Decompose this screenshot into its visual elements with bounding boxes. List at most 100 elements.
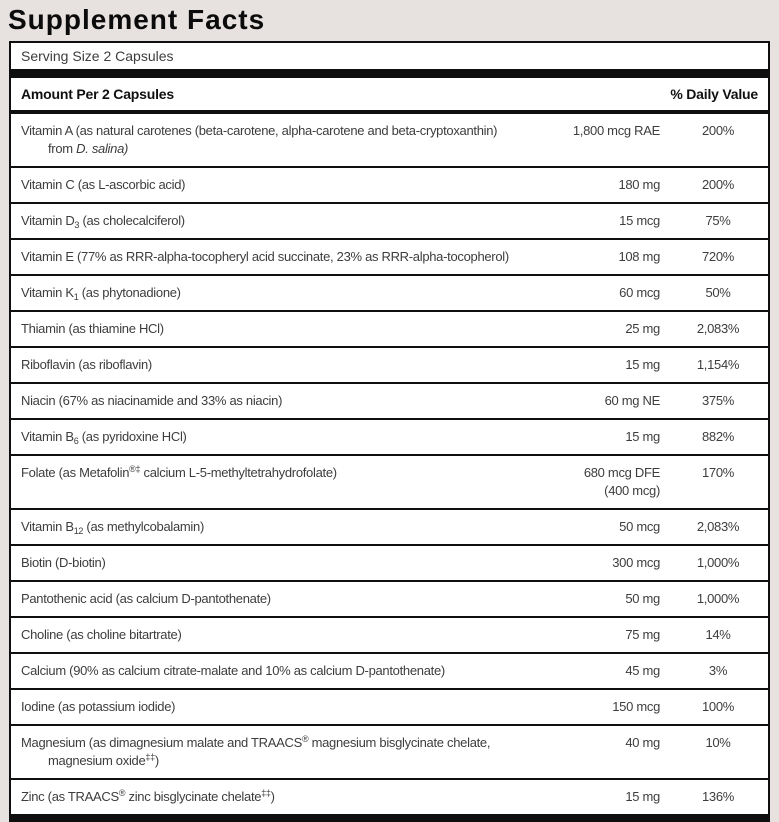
nutrient-daily-value: 75% xyxy=(705,213,731,228)
nutrient-name: Vitamin D3 (as cholecalciferol) xyxy=(21,212,548,230)
text-segment: from xyxy=(48,141,77,156)
text-segment: magnesium bisglycinate chelate, xyxy=(308,735,491,750)
nutrient-daily-value: 170% xyxy=(701,465,735,480)
text-segment: Thiamin (as thiamine HCl) xyxy=(21,321,164,336)
text-segment: (as cholecalciferol) xyxy=(79,213,185,228)
text-segment: Zinc (as TRAACS xyxy=(21,789,119,804)
text-segment: Vitamin K xyxy=(21,285,74,300)
page-title: Supplement Facts xyxy=(8,4,266,35)
nutrient-name: Calcium (90% as calcium citrate-malate a… xyxy=(21,662,548,680)
text-segment: Biotin (D-biotin) xyxy=(21,555,106,570)
nutrient-row: Magnesium (as dimagnesium malate and TRA… xyxy=(11,724,768,778)
text-segment: 1 xyxy=(73,292,79,302)
text-segment: zinc bisglycinate chelate xyxy=(125,789,262,804)
nutrient-amount: 150 mcg xyxy=(548,698,678,716)
facts-panel: Serving Size 2 Capsules Amount Per 2 Cap… xyxy=(9,41,770,822)
nutrient-name: Vitamin E (77% as RRR-alpha-tocopheryl a… xyxy=(21,248,548,266)
nutrient-daily-value: 3% xyxy=(708,663,728,678)
nutrient-daily-value: 10% xyxy=(705,735,731,750)
nutrient-amount: 680 mcg DFE (400 mcg) xyxy=(548,464,678,500)
nutrient-row: Vitamin A (as natural carotenes (beta-ca… xyxy=(11,114,768,166)
nutrient-daily-value: 200% xyxy=(701,177,735,192)
text-segment: ® xyxy=(118,788,126,798)
text-segment: 180 mg xyxy=(618,177,660,192)
nutrient-name: Zinc (as TRAACS® zinc bisglycinate chela… xyxy=(21,788,548,806)
nutrient-amount: 15 mg xyxy=(548,428,678,446)
nutrient-name: Niacin (67% as niacinamide and 33% as ni… xyxy=(21,392,548,410)
nutrient-name: Pantothenic acid (as calcium D-pantothen… xyxy=(21,590,548,608)
text-segment: 60 mcg xyxy=(619,285,660,300)
text-segment: ) xyxy=(154,753,159,768)
nutrient-daily-value: 1,000% xyxy=(696,591,740,606)
nutrient-row: Pantothenic acid (as calcium D-pantothen… xyxy=(11,580,768,616)
nutrient-rows: Vitamin A (as natural carotenes (beta-ca… xyxy=(11,114,768,814)
nutrient-daily-value: 375% xyxy=(701,393,735,408)
nutrient-amount: 50 mg xyxy=(548,590,678,608)
text-segment: 25 mg xyxy=(625,321,660,336)
medium-divider xyxy=(11,110,768,114)
nutrient-row: Zinc (as TRAACS® zinc bisglycinate chela… xyxy=(11,778,768,814)
nutrient-amount: 15 mg xyxy=(548,788,678,806)
text-segment: 50 mg xyxy=(625,591,660,606)
nutrient-amount: 25 mg xyxy=(548,320,678,338)
text-segment: 15 mcg xyxy=(619,213,660,228)
nutrient-daily-value: 200% xyxy=(701,123,735,138)
text-segment: 45 mg xyxy=(625,663,660,678)
nutrient-name: Vitamin B6 (as pyridoxine HCl) xyxy=(21,428,548,446)
nutrient-daily-value: 1,154% xyxy=(696,357,740,372)
amount-per-serving-header: Amount Per 2 Capsules xyxy=(21,86,174,102)
text-segment: Vitamin E (77% as RRR-alpha-tocopheryl a… xyxy=(21,249,509,264)
text-segment: 1,800 mcg RAE xyxy=(572,123,660,138)
text-segment: 3 xyxy=(74,220,80,230)
text-segment: Vitamin D xyxy=(21,213,75,228)
text-segment: 680 mcg DFE xyxy=(583,465,660,480)
text-segment: (as methylcobalamin) xyxy=(83,519,204,534)
nutrient-name: Vitamin K1 (as phytonadione) xyxy=(21,284,548,302)
nutrient-daily-value: 882% xyxy=(701,429,735,444)
text-segment: magnesium oxide xyxy=(48,753,146,768)
nutrient-amount: 50 mcg xyxy=(548,518,678,536)
nutrient-daily-value: 100% xyxy=(701,699,735,714)
serving-size-text: Serving Size 2 Capsules xyxy=(21,48,174,64)
text-segment: 15 mg xyxy=(625,429,660,444)
text-segment: Riboflavin (as riboflavin) xyxy=(21,357,152,372)
nutrient-name: Vitamin A (as natural carotenes (beta-ca… xyxy=(21,122,548,158)
nutrient-row: Vitamin C (as L-ascorbic acid) 180 mg 200% xyxy=(11,166,768,202)
nutrient-row: Vitamin D3 (as cholecalciferol) 15 mcg 75% xyxy=(11,202,768,238)
text-segment: (as phytonadione) xyxy=(78,285,181,300)
text-segment: ‡‡ xyxy=(261,788,271,798)
nutrient-name: Folate (as Metafolin®‡ calcium L-5-methy… xyxy=(21,464,548,500)
text-segment: 50 mcg xyxy=(619,519,660,534)
text-segment: ‡‡ xyxy=(145,752,155,762)
text-segment: 108 mg xyxy=(618,249,660,264)
text-segment: 40 mg xyxy=(625,735,660,750)
text-segment: Vitamin C (as L-ascorbic acid) xyxy=(21,177,186,192)
text-segment: Folate (as Metafolin xyxy=(21,465,130,480)
nutrient-row: Calcium (90% as calcium citrate-malate a… xyxy=(11,652,768,688)
nutrient-daily-value: 2,083% xyxy=(696,519,740,534)
text-segment: Calcium (90% as calcium citrate-malate a… xyxy=(21,663,445,678)
thick-divider-bottom xyxy=(11,814,768,822)
text-segment: calcium L-5-methyltetrahydrofolate) xyxy=(140,465,338,480)
nutrient-row: Vitamin B12 (as methylcobalamin) 50 mcg 2,… xyxy=(11,508,768,544)
nutrient-amount: 180 mg xyxy=(548,176,678,194)
text-segment: ) xyxy=(270,789,275,804)
nutrient-name: Magnesium (as dimagnesium malate and TRA… xyxy=(21,734,548,770)
nutrient-row: Folate (as Metafolin®‡ calcium L-5-methy… xyxy=(11,454,768,508)
text-segment: Iodine (as potassium iodide) xyxy=(21,699,176,714)
nutrient-name: Choline (as choline bitartrate) xyxy=(21,626,548,644)
nutrient-name: Riboflavin (as riboflavin) xyxy=(21,356,548,374)
nutrient-amount: 108 mg xyxy=(548,248,678,266)
nutrient-name: Vitamin B12 (as methylcobalamin) xyxy=(21,518,548,536)
nutrient-name: Iodine (as potassium iodide) xyxy=(21,698,548,716)
nutrient-daily-value: 50% xyxy=(705,285,731,300)
text-segment: Pantothenic acid (as calcium D-pantothen… xyxy=(21,591,271,606)
nutrient-amount: 300 mcg xyxy=(548,554,678,572)
text-segment: Niacin (67% as niacinamide and 33% as ni… xyxy=(21,393,283,408)
text-segment: 75 mg xyxy=(625,627,660,642)
nutrient-row: Riboflavin (as riboflavin) 15 mg 1,154% xyxy=(11,346,768,382)
percent-daily-value-header: % Daily Value xyxy=(670,86,758,102)
text-segment: (as pyridoxine HCl) xyxy=(78,429,187,444)
nutrient-name: Thiamin (as thiamine HCl) xyxy=(21,320,548,338)
text-segment: D. salina) xyxy=(76,141,129,156)
